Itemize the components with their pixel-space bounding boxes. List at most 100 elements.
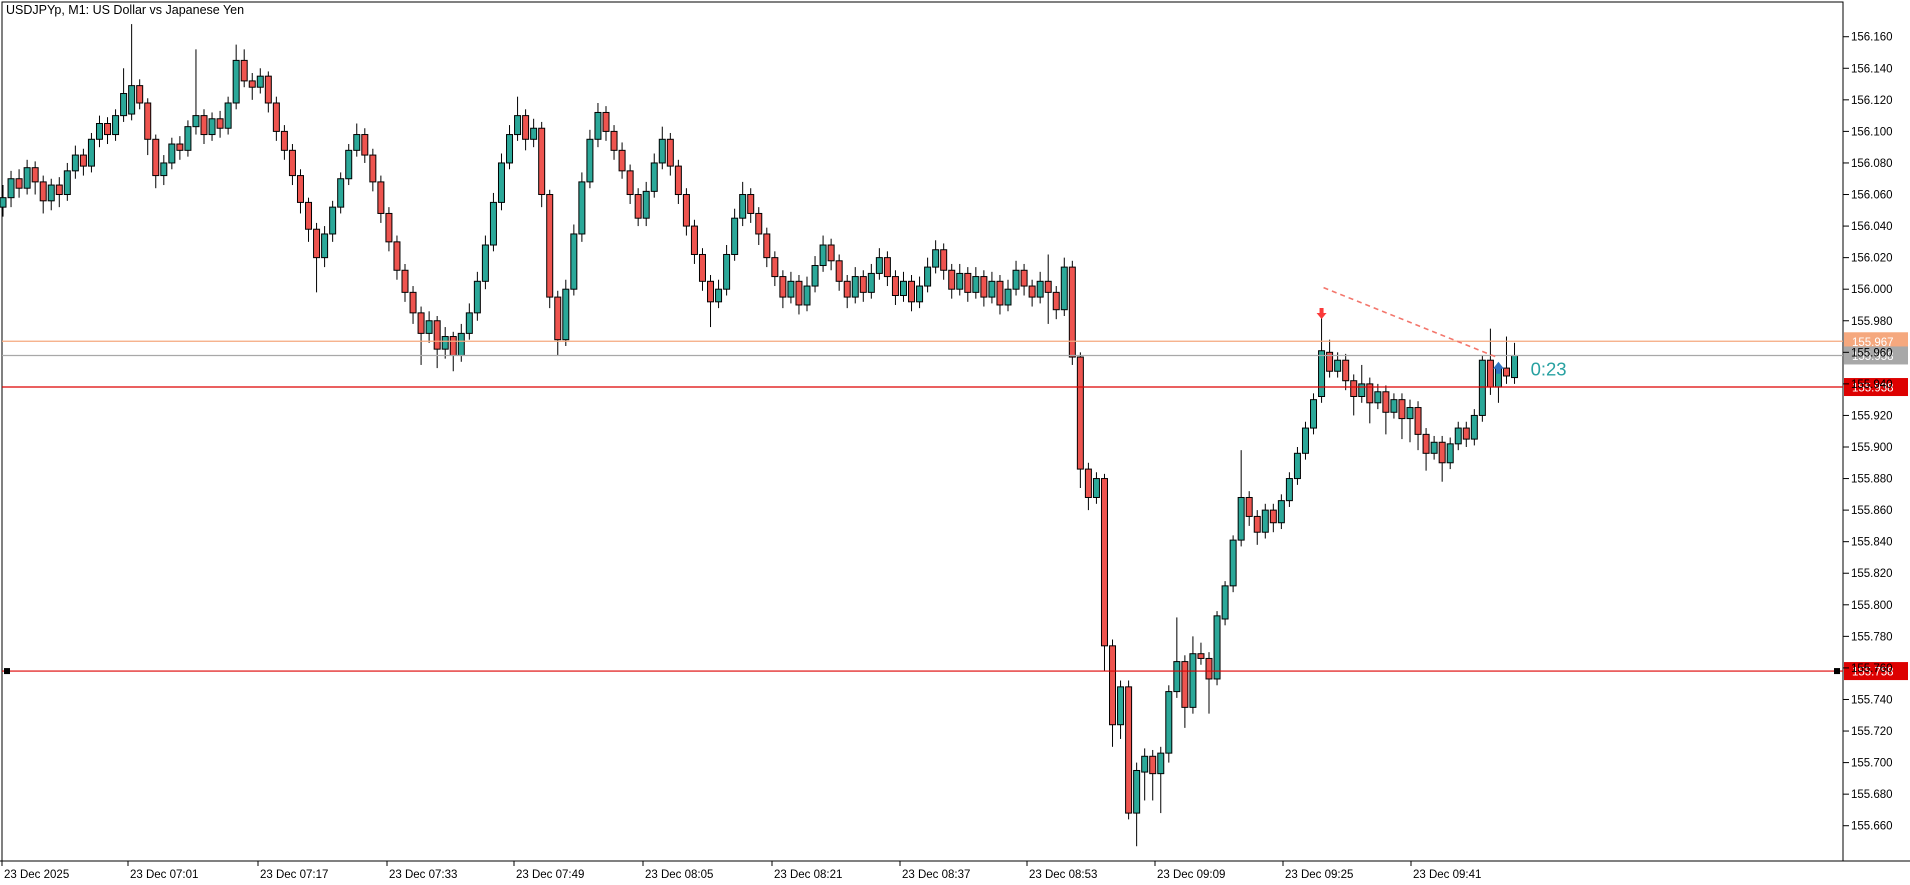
candle (1221, 581, 1229, 626)
line-handle-left[interactable] (4, 668, 10, 675)
candle-body (313, 228, 321, 259)
candle (0, 185, 7, 217)
candle-body (658, 138, 666, 164)
candle (1205, 652, 1213, 714)
candle-body (988, 280, 996, 298)
candle (715, 279, 723, 309)
candle (55, 177, 63, 208)
candle (305, 197, 313, 242)
candle-body (224, 102, 232, 129)
candle-body (1237, 496, 1245, 541)
price-tick-label: 156.020 (1851, 253, 1893, 265)
candle-body (1117, 686, 1125, 726)
candle (1028, 279, 1036, 307)
candle-body (1084, 468, 1092, 498)
candle (1165, 685, 1173, 763)
candle (1084, 462, 1092, 511)
candle-body (1092, 478, 1100, 498)
candle-body (1141, 755, 1149, 773)
candle-body (433, 320, 441, 350)
plot-area-border (1, 1, 1844, 862)
candle-body (666, 138, 674, 167)
horizontal-level-lines[interactable]: 155.967 155.958 155.938 155.758 (2, 332, 1908, 681)
candle (1334, 352, 1342, 378)
candle-body (924, 266, 932, 287)
candle-body (514, 115, 522, 136)
candle (425, 311, 433, 343)
candle-body (610, 130, 618, 151)
candle (321, 226, 329, 268)
candle (1374, 383, 1382, 410)
candle (79, 148, 87, 176)
candle (1326, 339, 1334, 378)
candle (192, 49, 200, 135)
candle-body (1109, 645, 1117, 726)
price-tick-label: 156.060 (1851, 190, 1893, 202)
candle-body (787, 280, 795, 298)
candle (280, 125, 288, 160)
chart-annotations[interactable]: 0:23 (1316, 286, 1567, 380)
candle (755, 207, 763, 246)
price-tick-label: 155.940 (1851, 379, 1893, 391)
candle-body (280, 130, 288, 151)
chart-title: USDJPYp, M1: US Dollar vs Japanese Yen (6, 3, 244, 17)
candle (562, 279, 570, 347)
candle-body (803, 285, 811, 306)
price-tick-label: 155.760 (1851, 663, 1893, 675)
candle-body (763, 233, 771, 259)
candle-body (1446, 443, 1454, 464)
candle (1173, 617, 1181, 698)
time-tick-label: 23 Dec 09:25 (1285, 869, 1353, 881)
candle-body (618, 149, 626, 172)
price-axis[interactable]: 156.160 156.140 156.120 156.100 156.080 156.0… (1843, 32, 1893, 833)
candle (63, 162, 71, 201)
candle-body (1486, 359, 1494, 388)
candle-body (835, 260, 843, 282)
candle (835, 254, 843, 291)
candle (546, 189, 554, 309)
candle-body (15, 178, 23, 189)
candle-body (956, 272, 964, 290)
candle (1076, 352, 1084, 489)
price-label-box-bid-line (1844, 346, 1908, 365)
time-axis[interactable]: 23 Dec 2025 23 Dec 07:01 23 Dec 07:17 23 De… (0, 860, 1910, 881)
candle-body (1149, 755, 1157, 775)
candle-body (506, 134, 514, 164)
candle-body (1004, 288, 1012, 306)
candle (224, 96, 232, 135)
candle (377, 175, 385, 223)
candle (731, 208, 739, 261)
candle-body (31, 167, 39, 183)
candle (948, 263, 956, 299)
candle-body (232, 59, 240, 104)
candle-body (1293, 452, 1301, 480)
candle-body (891, 276, 899, 297)
time-tick-label: 23 Dec 08:53 (1029, 869, 1097, 881)
candle (409, 286, 417, 324)
line-handle-right[interactable] (1834, 668, 1840, 675)
candle-body (859, 276, 867, 293)
candle-body (0, 197, 7, 208)
price-tick-label: 156.040 (1851, 221, 1893, 233)
candle-body (1478, 359, 1486, 416)
candle-body (160, 162, 168, 177)
candle (337, 172, 345, 214)
candle (851, 267, 859, 304)
candle (843, 274, 851, 309)
candle-body (1253, 515, 1261, 533)
sell-arrow-icon[interactable] (1316, 307, 1327, 319)
dashed-trendline[interactable] (1323, 286, 1497, 358)
candle (698, 248, 706, 291)
buy-arrow-icon[interactable] (1492, 361, 1504, 374)
candle-body (1173, 661, 1181, 693)
candle-body (1100, 478, 1108, 647)
candle (899, 271, 907, 302)
candle-body (1470, 414, 1478, 440)
candle-body (546, 194, 554, 298)
candle (875, 248, 883, 280)
candle-body (152, 138, 160, 177)
price-tick-label: 156.080 (1851, 158, 1893, 170)
candle-body (594, 111, 602, 140)
candle (1414, 401, 1422, 451)
